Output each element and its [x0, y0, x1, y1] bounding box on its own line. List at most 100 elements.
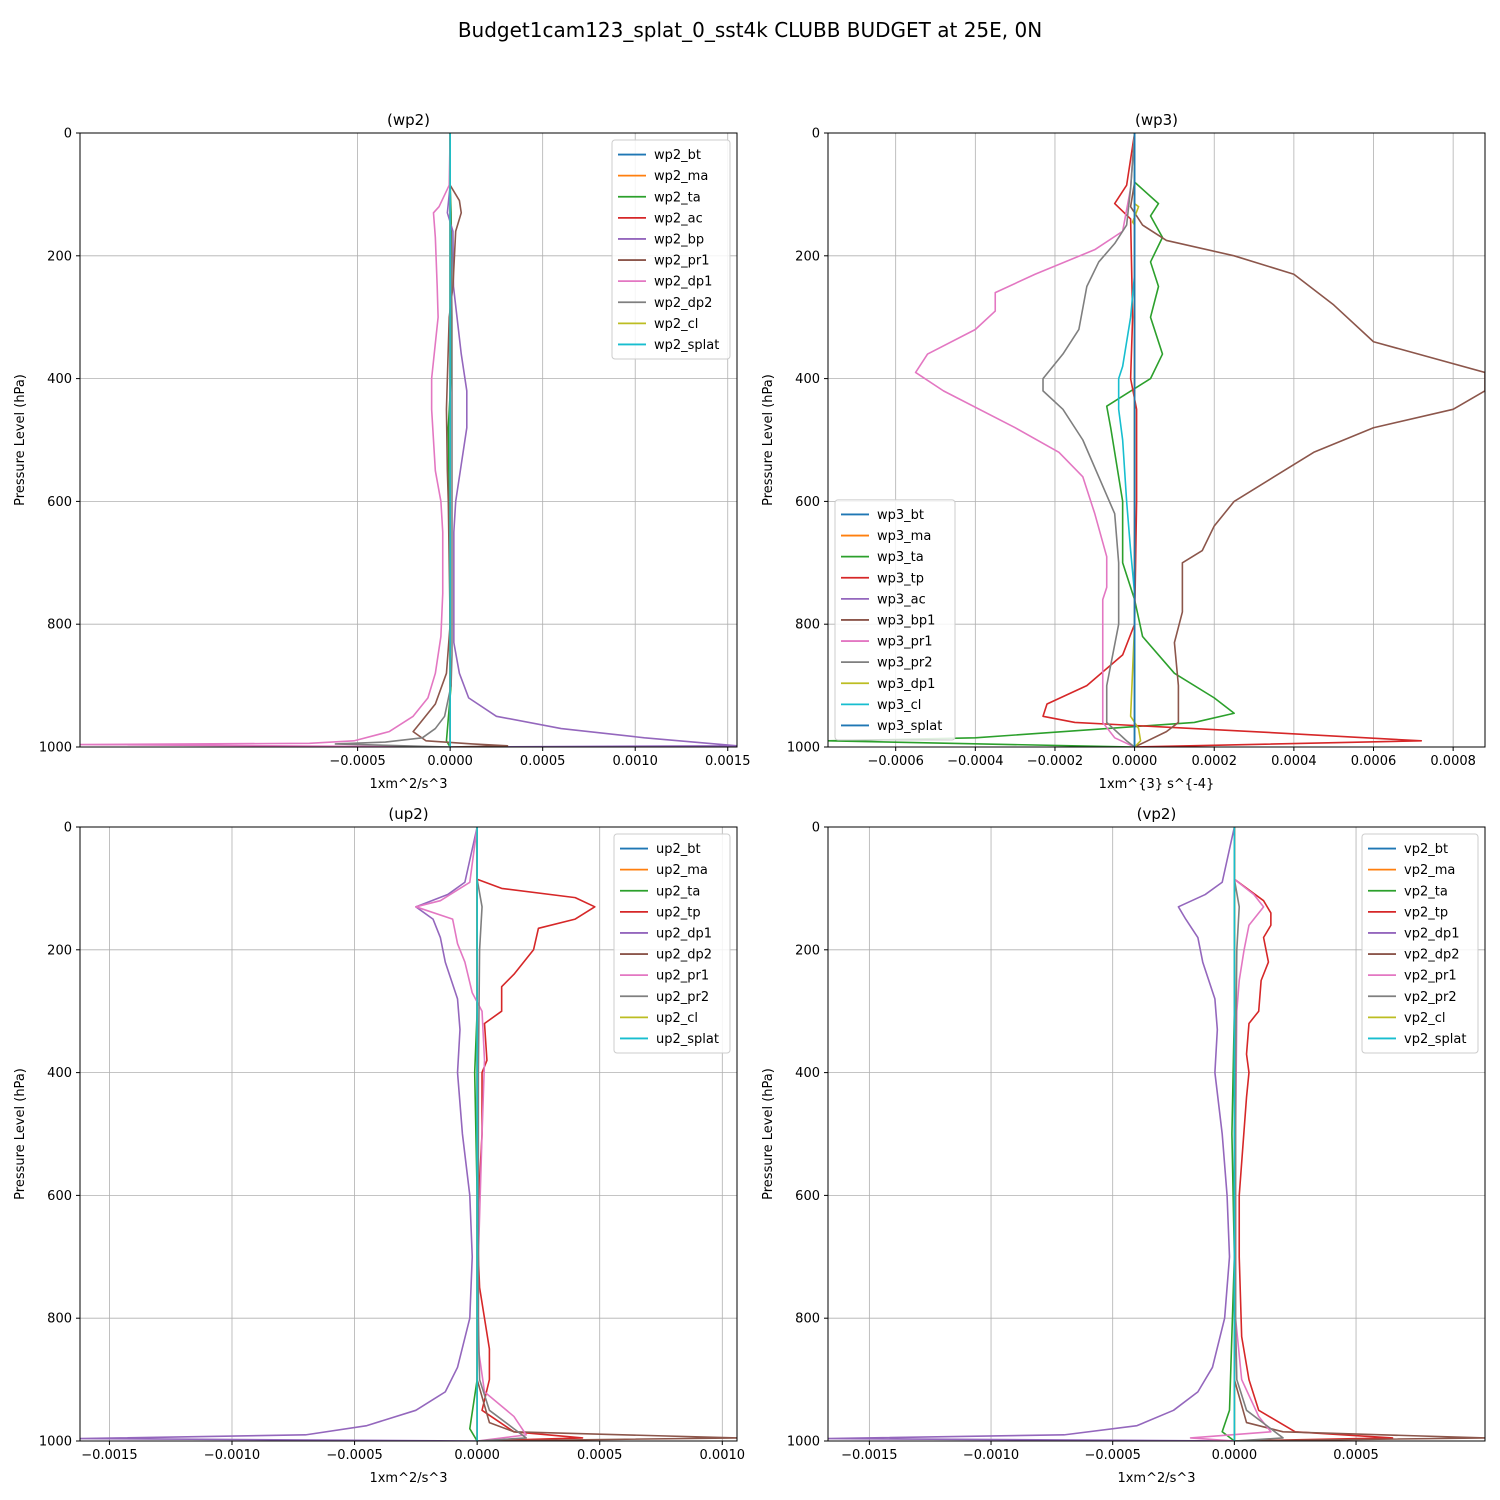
legend-entry-label: vp2_pr1: [1404, 969, 1457, 984]
legend-entry-label: up2_cl: [656, 1011, 698, 1026]
series-line-up2_tp: [476, 827, 596, 1441]
y-tick-label: 200: [795, 943, 820, 958]
x-axis-label: 1xm^2/s^3: [369, 1471, 447, 1486]
panel-title: (wp2): [387, 111, 430, 129]
x-tick-label: −0.0002: [1027, 754, 1083, 769]
x-tick-label: 0.0002: [1191, 754, 1237, 769]
y-tick-label: 200: [795, 249, 820, 264]
legend-entry-label: up2_dp2: [656, 948, 712, 963]
panel-title: (vp2): [1137, 805, 1177, 823]
legend-entry-label: wp3_ma: [877, 529, 931, 544]
y-tick-label: 1000: [39, 741, 72, 756]
series-group: [80, 133, 737, 747]
x-tick-label: −0.0010: [963, 1448, 1019, 1463]
legend: wp2_bt wp2_ma wp2_ta wp2_ac wp2_bp wp2_pr1 wp2…: [611, 139, 731, 360]
legend-entry-label: up2_ma: [656, 863, 708, 878]
legend-entry-label: wp2_bp: [654, 232, 704, 247]
x-tick-label: 0.0000: [427, 754, 473, 769]
y-tick-label: 1000: [787, 1435, 820, 1450]
panels: −0.0005 0.0000 0.0005 0.0010 0.0015 0 200 400 60…: [13, 111, 1486, 1486]
series-line-wp2_dp1: [80, 133, 451, 747]
y-axis-label: Pressure Level (hPa): [13, 374, 28, 506]
legend: vp2_bt vp2_ma vp2_ta vp2_tp vp2_dp1 vp2_dp2vp…: [1361, 833, 1479, 1054]
series-group: [828, 827, 1485, 1441]
x-tick-label: 0.0010: [700, 1448, 746, 1463]
series-line-wp3_cl: [1117, 133, 1136, 747]
y-axis-label: Pressure Level (hPa): [761, 1068, 776, 1200]
x-tick-label: 0.0006: [1351, 754, 1397, 769]
x-tick-label: −0.0015: [81, 1448, 137, 1463]
legend-entry-label: wp2_cl: [654, 317, 698, 332]
x-tick-label: −0.0005: [329, 754, 385, 769]
figure-title: Budget1cam123_splat_0_sst4k CLUBB BUDGET…: [458, 18, 1042, 42]
y-tick-label: 0: [812, 821, 820, 836]
series-line-wp2_dp2: [334, 133, 453, 747]
y-tick-label: 800: [47, 618, 72, 633]
legend-entry-label: up2_pr2: [656, 990, 709, 1005]
legend-entry-label: up2_ta: [656, 884, 700, 899]
y-tick-label: 200: [47, 249, 72, 264]
chart-panel-3: −0.0015 −0.0010 −0.0005 0.0000 0.0005 0.0010 0…: [13, 805, 745, 1486]
x-tick-label: 0.0000: [454, 1448, 500, 1463]
x-tick-label: 0.0008: [1430, 754, 1476, 769]
x-tick-label: −0.0005: [1085, 1448, 1141, 1463]
y-tick-label: 400: [47, 372, 72, 387]
legend-entry-label: wp3_ta: [877, 550, 924, 565]
legend-entry-label: wp3_tp: [877, 571, 924, 586]
legend-entry-label: vp2_ma: [1404, 863, 1455, 878]
x-axis-label: 1xm^2/s^3: [1117, 1471, 1195, 1486]
series-line-wp3_pr1: [914, 133, 1136, 747]
axes-frame: [827, 826, 1486, 1442]
x-tick-label: 0.0000: [1112, 754, 1158, 769]
y-tick-label: 800: [795, 1312, 820, 1327]
legend-entry-label: up2_dp1: [656, 926, 712, 941]
legend-entry-label: wp3_pr1: [877, 635, 933, 650]
axes-frame: [79, 826, 738, 1442]
y-tick-label: 600: [795, 1189, 820, 1204]
legend-entry-label: vp2_splat: [1404, 1032, 1466, 1047]
legend-entry-label: vp2_ta: [1404, 884, 1448, 899]
legend-entry-label: wp2_ta: [654, 190, 701, 205]
y-axis-label: Pressure Level (hPa): [13, 1068, 28, 1200]
legend-entry-label: wp2_ac: [654, 211, 703, 226]
legend-entry-label: wp2_bt: [654, 148, 701, 163]
x-tick-label: 0.0005: [1333, 1448, 1379, 1463]
x-tick-label: −0.0010: [204, 1448, 260, 1463]
series-line-wp2_bp: [446, 133, 737, 747]
y-tick-label: 600: [47, 1189, 72, 1204]
legend-entry-label: wp2_dp2: [654, 296, 712, 311]
y-tick-label: 400: [47, 1066, 72, 1081]
legend: up2_bt up2_ma up2_ta up2_tp up2_dp1 up2_dp2up…: [613, 833, 731, 1054]
chart-panel-1: −0.0005 0.0000 0.0005 0.0010 0.0015 0 200 400 60…: [13, 111, 750, 792]
x-tick-label: −0.0015: [841, 1448, 897, 1463]
series-line-wp3_bp1: [1129, 133, 1485, 747]
legend-entry-label: wp3_ac: [877, 592, 926, 607]
y-tick-label: 0: [64, 127, 72, 142]
series-group: [80, 827, 737, 1441]
x-tick-label: 0.0004: [1271, 754, 1317, 769]
legend-entry-label: wp3_dp1: [877, 677, 935, 692]
x-tick-label: 0.0005: [520, 754, 566, 769]
x-tick-label: 0.0015: [705, 754, 751, 769]
y-axis-label: Pressure Level (hPa): [761, 374, 776, 506]
series-line-wp3_pr2: [1042, 133, 1136, 747]
series-line-wp3_ta: [828, 133, 1235, 747]
y-tick-label: 0: [64, 821, 72, 836]
series-line-vp2_dp1: [828, 827, 1236, 1441]
x-tick-label: −0.0005: [326, 1448, 382, 1463]
chart-panel-4: −0.0015 −0.0010 −0.0005 0.0000 0.0005 0 200 400…: [761, 805, 1486, 1486]
x-tick-label: −0.0004: [947, 754, 1003, 769]
x-axis-label: 1xm^{3} s^{-4}: [1099, 777, 1215, 792]
y-tick-label: 200: [47, 943, 72, 958]
y-tick-label: 400: [795, 1066, 820, 1081]
legend-entry-label: up2_tp: [656, 905, 701, 920]
x-tick-label: 0.0000: [1212, 1448, 1258, 1463]
panel-title: (up2): [388, 805, 428, 823]
legend-entry-label: vp2_dp2: [1404, 948, 1460, 963]
legend: wp3_bt wp3_ma wp3_ta wp3_tp wp3_ac wp3_bp1 wp3…: [834, 499, 956, 741]
y-tick-label: 600: [795, 495, 820, 510]
axes-frame: [827, 132, 1486, 748]
y-tick-label: 800: [795, 618, 820, 633]
x-tick-label: −0.0006: [867, 754, 923, 769]
legend-entry-label: up2_bt: [656, 842, 701, 857]
